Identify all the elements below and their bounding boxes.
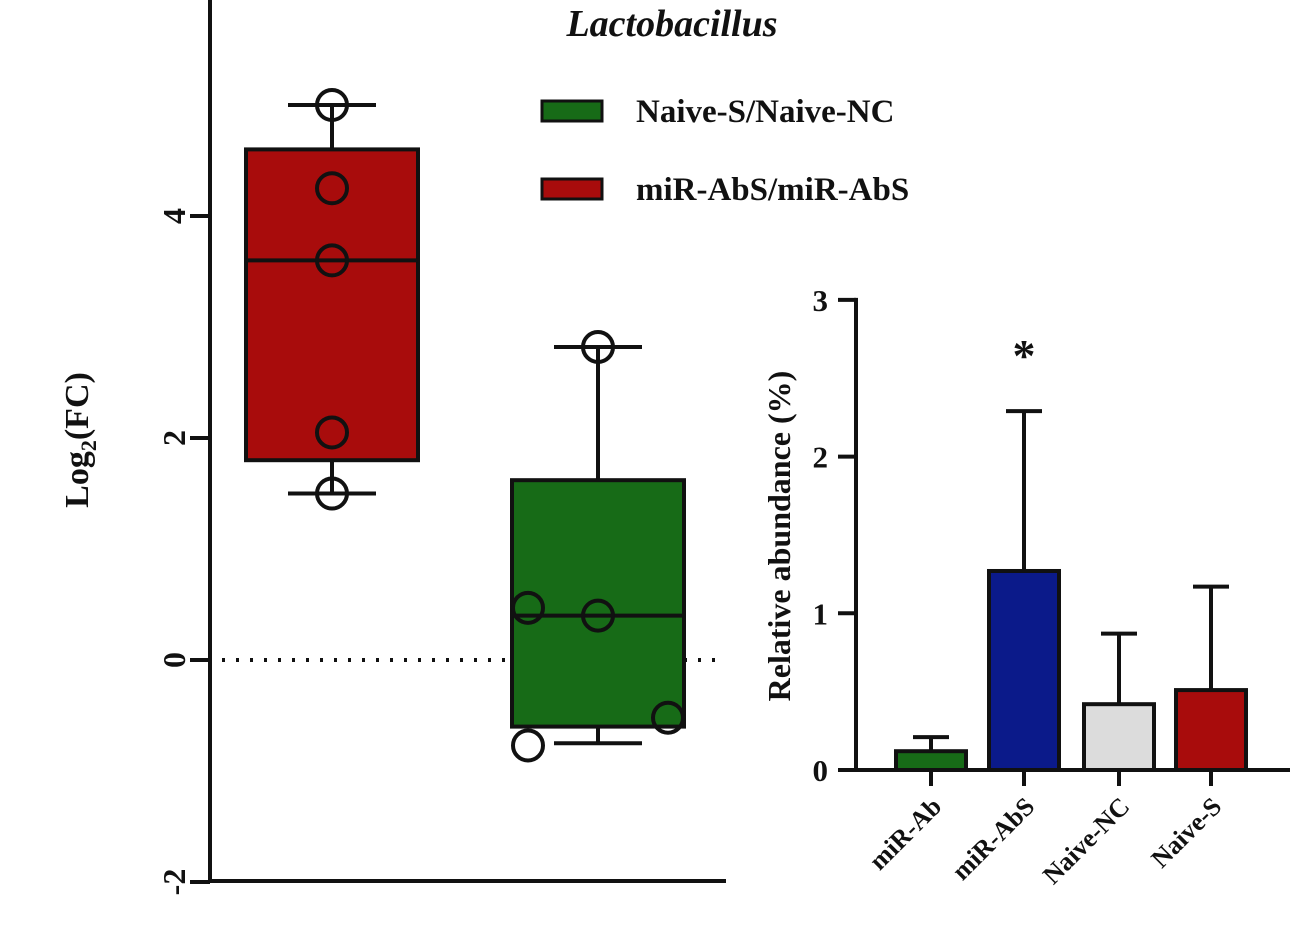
y-tick-label: 0 <box>813 753 829 788</box>
legend: Naive-S/Naive-NC miR-AbS/miR-AbS <box>540 94 909 208</box>
bar-naive-nc <box>1082 631 1156 786</box>
box-mir-abs <box>244 88 420 511</box>
bar <box>1174 688 1248 773</box>
data-point <box>315 88 349 122</box>
y-tick-label: 3 <box>813 283 829 318</box>
y-tick-label: 2 <box>156 430 192 446</box>
y-tick-label: 2 <box>813 440 829 475</box>
legend-item: Naive-S/Naive-NC <box>540 94 894 130</box>
bar-chart-y-axis-label: Relative abundance (%) <box>761 371 797 702</box>
box-plot-chart: -2 0 2 4 Log2(FC) Lactobacillus Naive-S/Nai… <box>59 0 909 895</box>
box-body <box>244 147 420 463</box>
bar-mir-ab <box>894 735 968 786</box>
legend-label: miR-AbS/miR-AbS <box>636 172 909 208</box>
y-tick-label: 1 <box>813 596 829 631</box>
box-plot-y-axis-label: Log2(FC) <box>59 372 101 508</box>
y-tick-label: 0 <box>156 652 192 668</box>
data-point <box>315 171 349 206</box>
box-plot-marks <box>244 88 686 763</box>
x-tick-label: miR-AbS <box>946 792 1040 886</box>
legend-label: Naive-S/Naive-NC <box>636 94 894 130</box>
box-plot-y-ticks: -2 0 2 4 <box>156 208 210 896</box>
chart-title: Lactobacillus <box>565 3 777 45</box>
data-point <box>511 728 545 763</box>
data-point <box>511 590 545 625</box>
data-point <box>315 243 349 278</box>
x-tick-label: Naive-NC <box>1037 792 1135 890</box>
y-tick-label: 4 <box>156 208 192 224</box>
bar <box>894 749 968 772</box>
significance-marker: * <box>1013 330 1036 381</box>
data-point <box>651 700 685 735</box>
bar <box>1082 702 1156 772</box>
legend-swatch <box>540 99 604 123</box>
bar-chart-y-ticks: 0 1 2 3 <box>813 283 856 788</box>
legend-swatch <box>540 177 604 201</box>
bar-chart-marks: * <box>894 330 1248 786</box>
legend-item: miR-AbS/miR-AbS <box>540 172 909 208</box>
bar <box>987 568 1061 773</box>
box-naive <box>510 329 686 763</box>
data-point <box>315 415 349 450</box>
data-point <box>315 476 349 511</box>
bar-naive-s <box>1174 584 1248 786</box>
x-tick-label: miR-Ab <box>863 792 947 876</box>
bar-mir-abs: * <box>987 330 1061 786</box>
x-tick-label: Naive-S <box>1145 792 1227 874</box>
data-point <box>581 598 615 633</box>
data-point <box>581 329 615 364</box>
y-tick-label: -2 <box>156 869 192 896</box>
box-body <box>510 478 686 729</box>
